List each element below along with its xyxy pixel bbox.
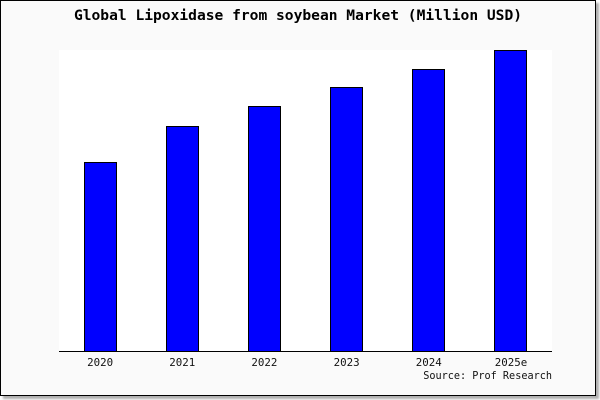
x-tick-label-2024: 2024	[415, 356, 442, 369]
bar-2021	[165, 125, 199, 351]
bar-2023	[330, 87, 364, 351]
bar-2020	[83, 161, 117, 351]
x-axis-labels: 2020 2021 2022 2023 2024 2025e	[59, 356, 552, 369]
x-tick-label-2022: 2022	[251, 356, 278, 369]
x-tick-label-2021: 2021	[169, 356, 196, 369]
bar-slot	[470, 50, 552, 351]
bar-slot	[388, 50, 470, 351]
bar-2025e	[494, 50, 528, 351]
bars	[59, 50, 552, 351]
bar-2024	[412, 68, 446, 351]
plot-area	[59, 50, 552, 352]
bar-slot	[306, 50, 388, 351]
bar-slot	[223, 50, 305, 351]
x-tick-label-2025e: 2025e	[494, 356, 528, 369]
bar-slot	[59, 50, 141, 351]
bar-2022	[247, 106, 281, 351]
bar-slot	[141, 50, 223, 351]
chart-title: Global Lipoxidase from soybean Market (M…	[73, 7, 523, 24]
x-tick-label-2020: 2020	[87, 356, 114, 369]
x-tick-label-2023: 2023	[333, 356, 360, 369]
source-label: Source: Prof Research	[423, 371, 552, 382]
